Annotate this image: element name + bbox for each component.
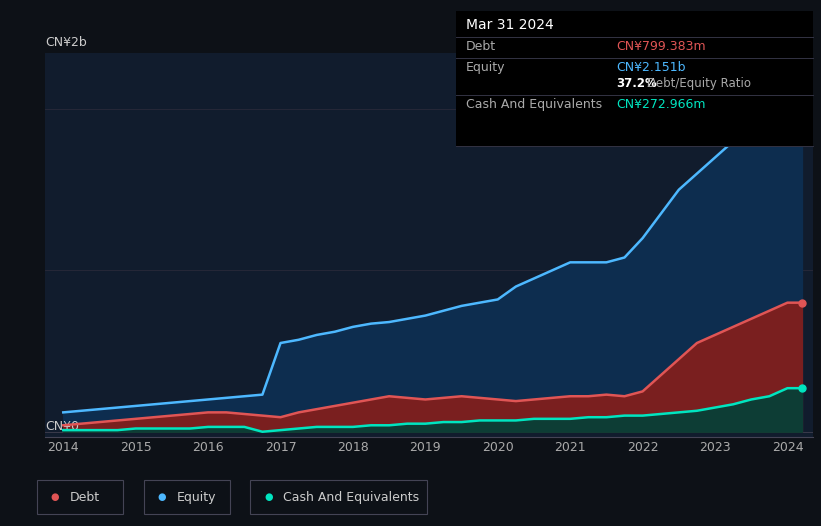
Text: Debt: Debt <box>70 491 100 503</box>
Text: Cash And Equivalents: Cash And Equivalents <box>466 98 602 110</box>
Text: CN¥2b: CN¥2b <box>45 36 87 49</box>
Text: Equity: Equity <box>177 491 216 503</box>
Text: Debt/Equity Ratio: Debt/Equity Ratio <box>643 77 751 89</box>
Text: Equity: Equity <box>466 61 505 74</box>
Text: CN¥0: CN¥0 <box>45 420 79 433</box>
Text: Mar 31 2024: Mar 31 2024 <box>466 18 553 32</box>
Text: ●: ● <box>158 492 166 502</box>
Text: CN¥799.383m: CN¥799.383m <box>616 40 705 53</box>
Text: CN¥272.966m: CN¥272.966m <box>616 98 705 110</box>
Text: ●: ● <box>264 492 273 502</box>
Text: 37.2%: 37.2% <box>616 77 657 89</box>
Text: Cash And Equivalents: Cash And Equivalents <box>283 491 420 503</box>
Text: Debt: Debt <box>466 40 496 53</box>
Text: CN¥2.151b: CN¥2.151b <box>616 61 686 74</box>
Text: ●: ● <box>51 492 59 502</box>
